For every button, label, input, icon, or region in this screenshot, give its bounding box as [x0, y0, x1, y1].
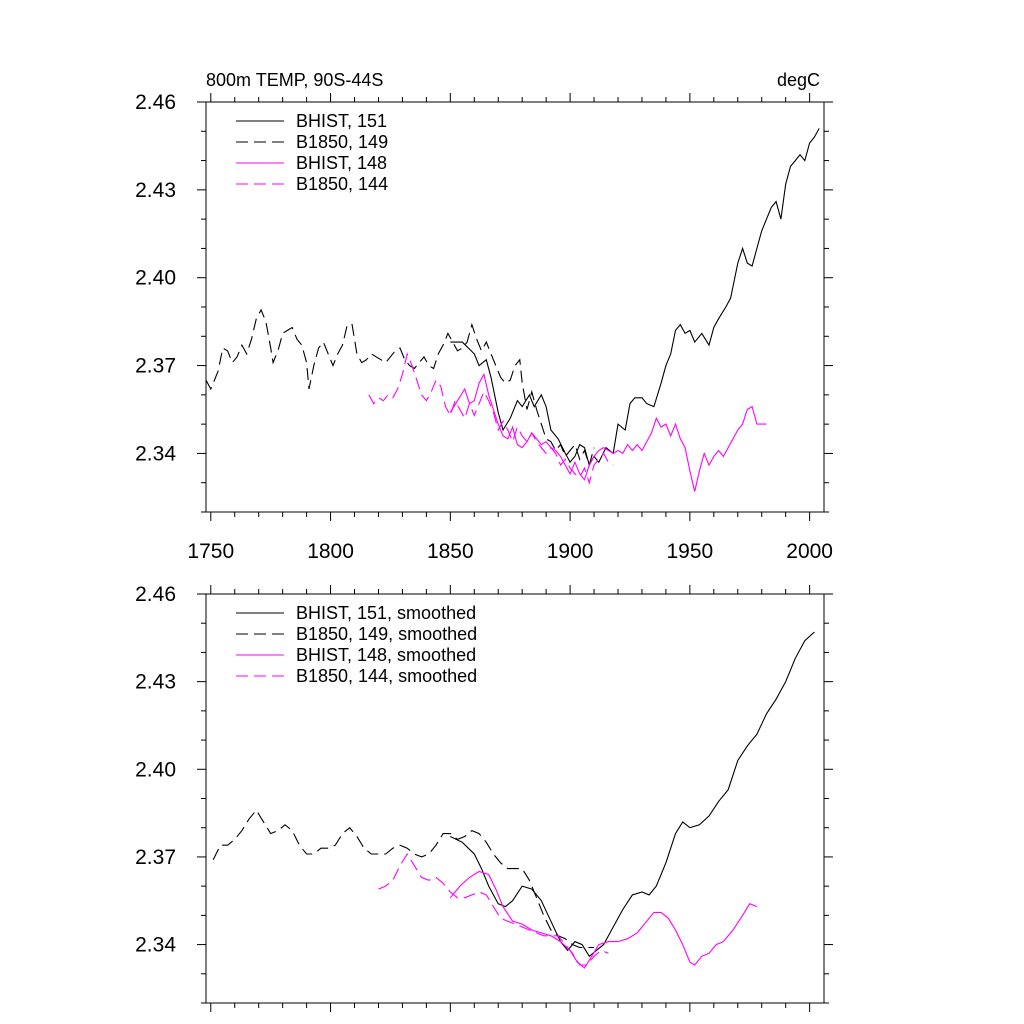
y-tick-label: 2.43 — [135, 179, 176, 202]
series-line-3 — [368, 352, 614, 485]
legend-label: BHIST, 151, smoothed — [296, 603, 476, 623]
x-tick-label: 2000 — [786, 540, 833, 563]
legend-label: B1850, 149 — [296, 132, 388, 152]
y-tick-label: 2.40 — [135, 758, 176, 781]
y-tick-label: 2.40 — [135, 267, 176, 290]
legend-label: BHIST, 148 — [296, 153, 387, 173]
legend-label: B1850, 144, smoothed — [296, 666, 477, 686]
y-tick-label: 2.43 — [135, 671, 176, 694]
legend-label: BHIST, 151 — [296, 111, 387, 131]
series-line-1 — [212, 809, 594, 949]
x-tick-label: 1850 — [427, 540, 474, 563]
legend-label: BHIST, 148, smoothed — [296, 645, 476, 665]
top-panel: 800m TEMP, 90S-44S degC 2.34 2.37 2.40 2.43 2.… — [135, 70, 833, 563]
y-tick-label: 2.37 — [135, 355, 176, 378]
legend-label: B1850, 149, smoothed — [296, 624, 477, 644]
y-tick-label: 2.34 — [135, 442, 176, 465]
y-tick-label: 2.46 — [135, 583, 176, 606]
series-line-3 — [378, 852, 609, 966]
bottom-panel: 2.34 2.37 2.40 2.43 2.46 BHIST, 151, smoothed… — [135, 583, 833, 1012]
plot-title: 800m TEMP, 90S-44S — [206, 70, 383, 90]
series-line-2 — [449, 372, 767, 492]
legend-label: B1850, 144 — [296, 174, 388, 194]
y-tick-label: 2.34 — [135, 934, 176, 957]
x-tick-label: 1950 — [667, 540, 714, 563]
x-tick-label: 1800 — [307, 540, 354, 563]
x-tick-label: 1750 — [187, 540, 234, 563]
y-tick-label: 2.37 — [135, 846, 176, 869]
series-line-1 — [206, 308, 595, 468]
series-line-2 — [449, 870, 758, 969]
x-tick-label: 1900 — [547, 540, 594, 563]
y-tick-label: 2.46 — [135, 91, 176, 114]
plot-units: degC — [777, 70, 820, 90]
series-line-0 — [450, 631, 815, 958]
series-line-0 — [450, 128, 820, 467]
